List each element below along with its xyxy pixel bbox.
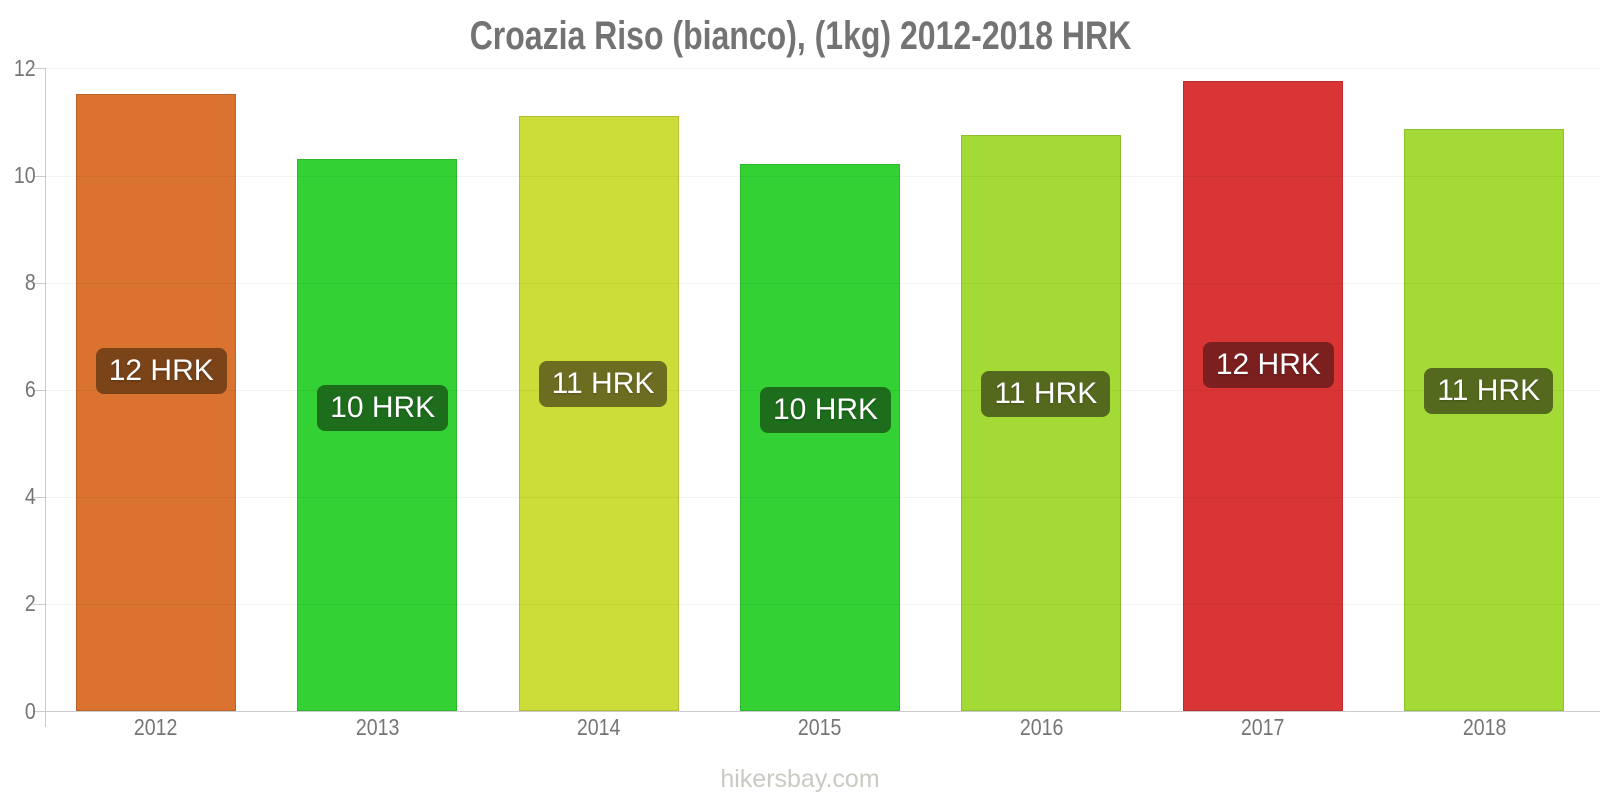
gridline-12 (45, 68, 1600, 70)
x-axis-label-2015: 2015 (709, 714, 930, 741)
y-tick-mark-2 (33, 603, 45, 605)
y-tick-mark-10 (33, 175, 45, 177)
chart-title: Croazia Riso (bianco), (1kg) 2012-2018 H… (0, 14, 1600, 59)
x-axis-label-text: 2013 (355, 714, 399, 740)
x-axis-label-text: 2012 (133, 714, 178, 740)
x-axis-label-2013: 2013 (266, 714, 487, 741)
y-axis-label-text: 6 (25, 376, 36, 403)
bar-2014 (518, 116, 679, 711)
x-axis-line (45, 711, 1600, 712)
y-axis-label-text: 8 (25, 269, 36, 296)
bar-value-label-2018: 11 HRK (1424, 368, 1554, 415)
x-axis-label-text: 2017 (1241, 714, 1285, 740)
gridline-10 (45, 175, 1600, 177)
bar-value-label-2014: 11 HRK (538, 360, 668, 407)
y-axis-line (45, 68, 46, 727)
y-axis-label-text: 0 (25, 697, 36, 724)
bar-value-label-2016: 11 HRK (981, 371, 1111, 418)
x-axis-label-text: 2018 (1462, 714, 1507, 740)
bar-value-label-2013: 10 HRK (317, 384, 449, 431)
y-tick-mark-8 (33, 282, 45, 284)
y-axis-label-10: 10 (0, 164, 36, 187)
y-tick-mark-0 (33, 711, 45, 712)
x-axis-label-2017: 2017 (1152, 714, 1373, 741)
y-axis-label-text: 4 (25, 483, 36, 510)
bar-2015 (740, 163, 900, 711)
chart-title-text: Croazia Riso (bianco), (1kg) 2012-2018 H… (469, 14, 1131, 58)
footer-watermark: hikersbay.com (720, 765, 880, 793)
x-axis-label-2018: 2018 (1374, 714, 1595, 741)
y-axis-label-12: 12 (0, 54, 36, 81)
bar-value-label-2015: 10 HRK (760, 386, 892, 433)
x-axis-label-text: 2015 (798, 714, 842, 740)
y-axis-label-6: 6 (0, 378, 36, 401)
bar-2016 (961, 134, 1122, 711)
gridline-2 (45, 603, 1600, 605)
gridline-8 (45, 282, 1600, 284)
y-axis-label-4: 4 (0, 485, 36, 508)
y-axis-label-text: 12 (14, 54, 36, 81)
x-axis-label-2014: 2014 (488, 714, 709, 741)
y-axis-label-0: 0 (0, 697, 36, 724)
bar-2012 (75, 93, 236, 711)
bar-value-label-2017: 12 HRK (1202, 341, 1334, 388)
x-axis-label-2016: 2016 (931, 714, 1152, 741)
y-axis-label-8: 8 (0, 271, 36, 294)
bar-2018 (1404, 129, 1565, 711)
y-tick-mark-12 (33, 68, 45, 70)
bar-2013 (297, 159, 458, 711)
bar-2017 (1182, 81, 1343, 711)
y-tick-mark-4 (33, 496, 45, 498)
x-axis-label-2012: 2012 (45, 714, 266, 741)
y-axis-label-text: 2 (25, 590, 36, 617)
gridline-4 (45, 496, 1600, 498)
bar-value-label-2012: 12 HRK (95, 348, 227, 395)
y-tick-mark-6 (33, 389, 45, 391)
y-axis-label-text: 10 (14, 162, 36, 188)
x-axis-label-text: 2014 (576, 714, 621, 740)
x-axis-label-text: 2016 (1019, 714, 1064, 740)
y-axis-label-2: 2 (0, 592, 36, 615)
